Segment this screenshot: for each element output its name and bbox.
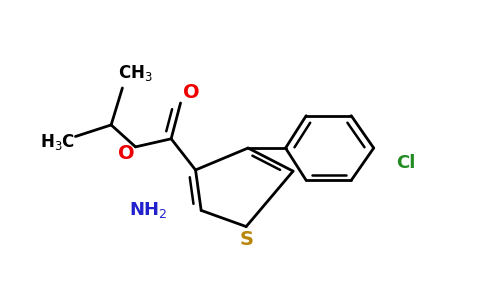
Text: NH$_2$: NH$_2$ [129, 200, 167, 220]
Text: CH$_3$: CH$_3$ [118, 63, 153, 83]
Text: O: O [118, 144, 135, 163]
Text: O: O [183, 83, 200, 102]
Text: Cl: Cl [396, 154, 416, 172]
Text: H$_3$C: H$_3$C [40, 132, 76, 152]
Text: S: S [239, 230, 253, 249]
